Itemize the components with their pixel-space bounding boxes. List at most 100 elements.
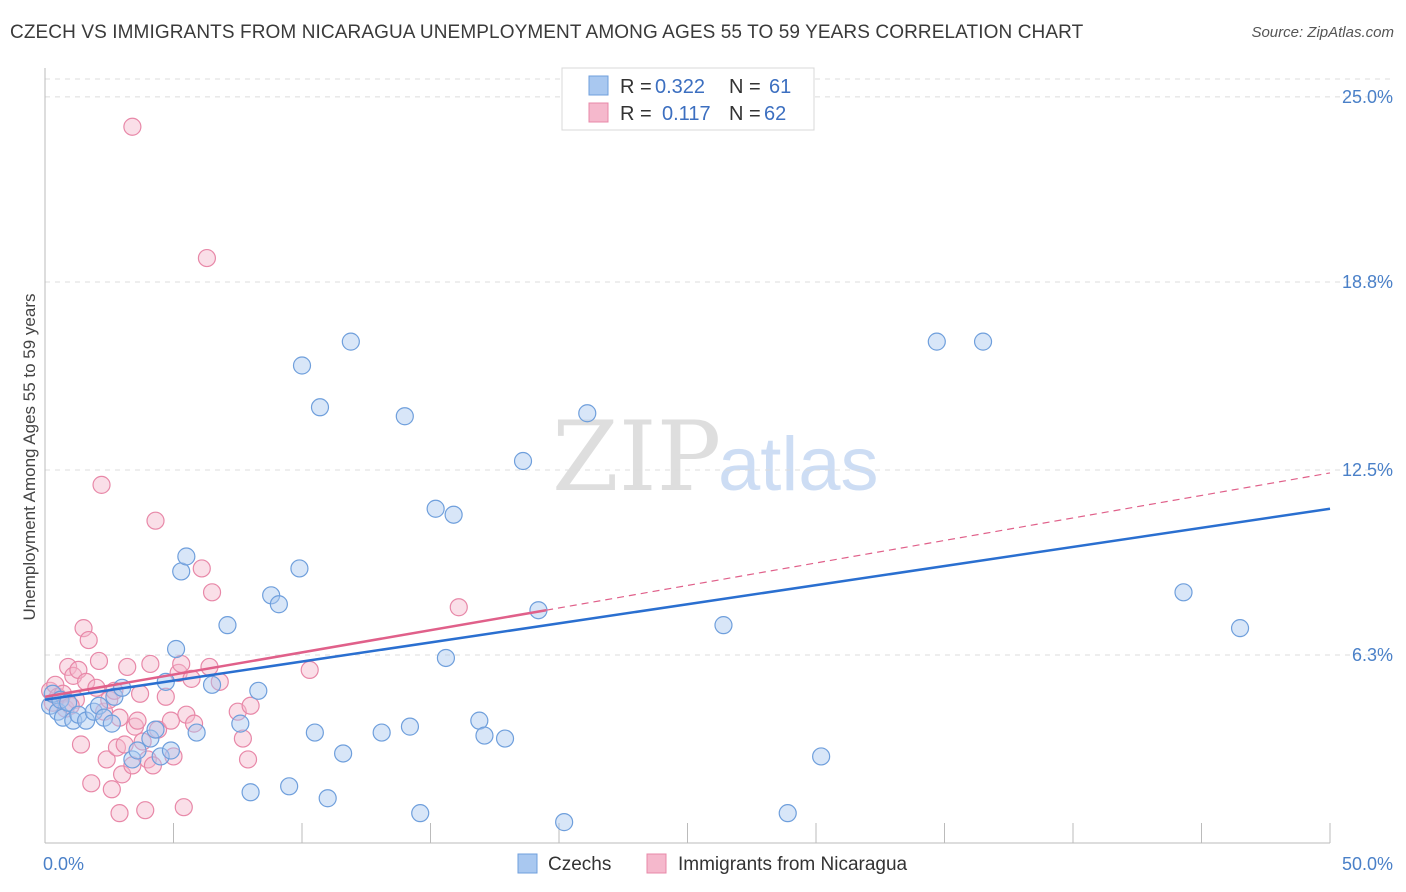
nicaragua-point-56: [300, 660, 319, 680]
czech-point-59: [973, 332, 993, 351]
bottom-legend-czechs: Czechs: [548, 854, 611, 875]
legend-n-label-nicaragua: N =: [729, 103, 761, 125]
legend-r-value-czech: 0.322: [655, 76, 705, 98]
czech-point-34: [290, 559, 309, 578]
czech-point-26: [202, 675, 222, 694]
bottom-legend-swatch-nicaragua: [646, 853, 667, 874]
axes: [44, 68, 1331, 844]
nicaragua-point-53: [233, 729, 252, 748]
czech-point-39: [334, 744, 353, 763]
czech-point-10: [89, 696, 109, 715]
legend-n-value-nicaragua: 62: [764, 103, 786, 125]
series-legend: Czechs Immigrants from Nicaragua: [517, 853, 908, 875]
y-tick-label-3: 25.0%: [1342, 87, 1393, 107]
czech-point-56: [778, 804, 797, 823]
czech-point-22: [166, 639, 186, 659]
czech-point-28: [231, 714, 250, 733]
legend-n-value-czech: 61: [769, 76, 791, 98]
nicaragua-point-40: [161, 711, 181, 730]
y-tick-label-0: 6.3%: [1352, 645, 1393, 665]
trend-lines: [44, 472, 1331, 701]
nicaragua-trend-extension: [546, 472, 1331, 611]
czech-point-24: [177, 547, 196, 566]
czech-point-38: [318, 789, 337, 808]
nicaragua-point-11: [74, 619, 93, 638]
czech-point-17: [141, 729, 160, 748]
czech-point-18: [146, 720, 165, 739]
nicaragua-point-54: [238, 750, 258, 769]
czech-point-33: [280, 777, 299, 796]
nicaragua-point-55: [241, 696, 260, 715]
legend-r-label-nicaragua: R =: [620, 103, 652, 125]
nicaragua-point-6: [59, 657, 78, 677]
czech-point-16: [128, 741, 147, 760]
nicaragua-point-19: [92, 475, 111, 494]
nicaragua-point-13: [79, 630, 98, 650]
watermark-zip: ZIP: [552, 401, 721, 513]
ticks: 6.3% 12.5% 18.8% 25.0% 0.0% 50.0%: [43, 87, 1393, 874]
legend-r-label-czech: R =: [620, 76, 652, 98]
czech-trend-line: [44, 507, 1331, 701]
x-tick-label-0: 0.0%: [43, 854, 84, 874]
czech-point-51: [513, 451, 533, 471]
czech-point-54: [578, 404, 597, 423]
czech-point-15: [123, 750, 142, 769]
czech-point-47: [444, 505, 463, 524]
czech-point-43: [400, 717, 420, 736]
bottom-legend-nicaragua: Immigrants from Nicaragua: [678, 854, 908, 875]
czech-point-46: [436, 648, 456, 668]
x-tick-label-1: 50.0%: [1342, 854, 1393, 874]
nicaragua-trend-line: [44, 608, 547, 698]
grid: [45, 78, 1392, 656]
legend-swatch-nicaragua: [588, 102, 609, 123]
czech-point-44: [411, 804, 430, 823]
legend-swatch-czech: [588, 75, 609, 96]
nicaragua-point-10: [71, 735, 91, 754]
y-axis-label: Unemployment Among Ages 55 to 59 years: [20, 294, 39, 621]
nicaragua-point-18: [97, 750, 116, 769]
nicaragua-point-35: [141, 654, 160, 674]
czech-point-61: [1230, 619, 1250, 638]
czech-point-30: [249, 681, 268, 700]
nicaragua-point-21: [102, 780, 121, 799]
nicaragua-point-44: [174, 798, 193, 817]
czech-point-21: [161, 741, 181, 760]
czech-point-37: [310, 398, 330, 417]
czech-point-41: [372, 723, 391, 742]
watermark: ZIP atlas: [552, 401, 879, 513]
nicaragua-point-48: [192, 559, 211, 578]
correlation-legend: R = 0.322 N = 61 R = 0.117 N = 62: [561, 67, 815, 131]
y-tick-label-1: 12.5%: [1342, 460, 1393, 480]
nicaragua-point-27: [118, 657, 137, 677]
czech-point-60: [1174, 583, 1193, 602]
bottom-legend-swatch-czechs: [517, 853, 538, 874]
czech-point-12: [102, 714, 121, 733]
chart-title: CZECH VS IMMIGRANTS FROM NICARAGUA UNEMP…: [10, 22, 1084, 43]
czech-points: [41, 332, 1250, 832]
czech-point-57: [812, 747, 831, 766]
nicaragua-point-57: [449, 598, 468, 617]
nicaragua-point-30: [123, 117, 142, 136]
czech-point-40: [341, 332, 360, 351]
czech-point-50: [495, 729, 515, 748]
legend-r-value-nicaragua: 0.117: [662, 103, 711, 125]
y-tick-label-2: 18.8%: [1342, 272, 1393, 292]
nicaragua-point-16: [89, 651, 109, 671]
czech-point-49: [475, 726, 494, 745]
czech-point-42: [395, 407, 414, 426]
czech-point-32: [269, 595, 288, 614]
czech-point-45: [426, 499, 445, 518]
czech-point-27: [218, 616, 237, 635]
nicaragua-point-50: [202, 583, 222, 602]
watermark-atlas: atlas: [718, 422, 879, 507]
czech-point-36: [305, 723, 324, 742]
source-attribution: Source: ZipAtlas.com: [1251, 24, 1394, 41]
czech-point-55: [714, 616, 733, 635]
nicaragua-point-24: [110, 804, 129, 823]
nicaragua-point-32: [130, 684, 150, 703]
czech-point-29: [241, 783, 260, 802]
nicaragua-point-39: [156, 687, 175, 706]
czech-point-6: [64, 711, 83, 730]
czech-point-19: [151, 747, 170, 766]
